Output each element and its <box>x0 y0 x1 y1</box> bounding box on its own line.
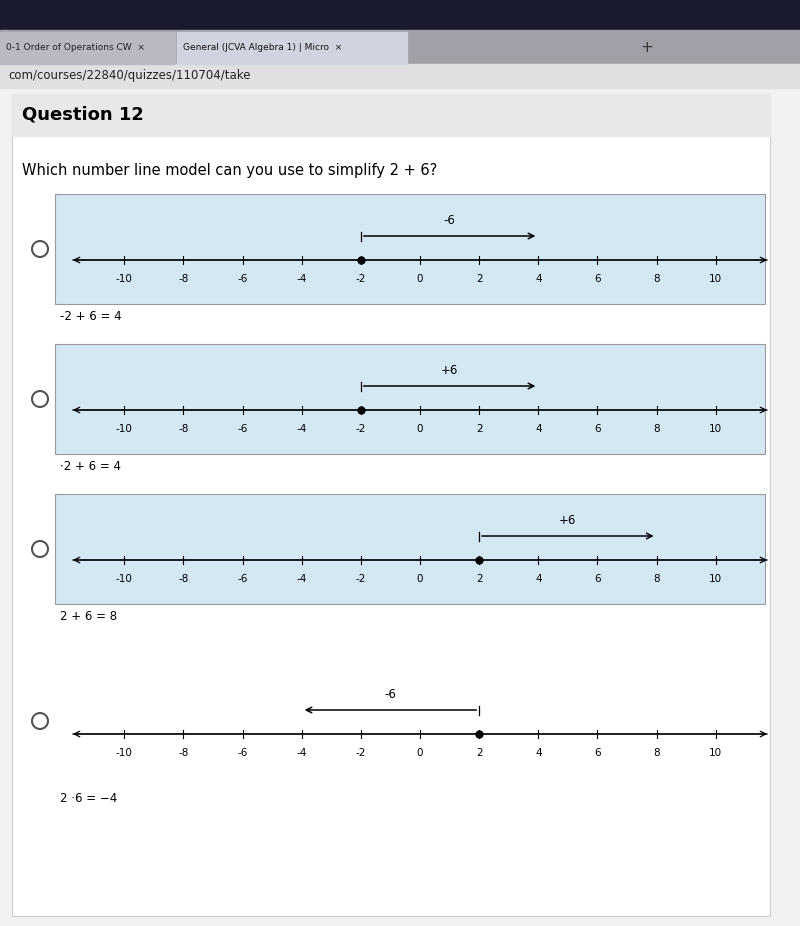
Text: 2: 2 <box>476 574 482 584</box>
Text: 2: 2 <box>476 424 482 434</box>
Text: com/courses/22840/quizzes/110704/take: com/courses/22840/quizzes/110704/take <box>8 69 250 82</box>
Text: 10: 10 <box>709 574 722 584</box>
Text: 0: 0 <box>417 748 423 758</box>
Text: 6: 6 <box>594 574 601 584</box>
Text: +6: +6 <box>441 364 458 377</box>
Bar <box>12 94 770 136</box>
FancyBboxPatch shape <box>55 494 765 604</box>
Text: -6: -6 <box>238 748 248 758</box>
FancyBboxPatch shape <box>177 32 407 64</box>
Text: +: + <box>640 41 653 56</box>
Text: ⋅2 + 6 = 4: ⋅2 + 6 = 4 <box>60 460 121 473</box>
Text: 4: 4 <box>535 424 542 434</box>
Text: -8: -8 <box>178 748 189 758</box>
Text: -4: -4 <box>297 574 307 584</box>
Text: 6: 6 <box>594 748 601 758</box>
Text: -10: -10 <box>116 748 133 758</box>
FancyBboxPatch shape <box>55 344 765 454</box>
Text: 10: 10 <box>709 274 722 284</box>
Text: -10: -10 <box>116 424 133 434</box>
Text: 6: 6 <box>594 424 601 434</box>
Circle shape <box>32 391 48 407</box>
Text: 2 ·6 = −4: 2 ·6 = −4 <box>60 793 118 806</box>
Text: -6: -6 <box>238 274 248 284</box>
Text: -2: -2 <box>356 424 366 434</box>
Text: 8: 8 <box>654 748 660 758</box>
Text: -6: -6 <box>238 424 248 434</box>
Circle shape <box>32 541 48 557</box>
Bar <box>0 0 800 30</box>
Text: Which number line model can you use to simplify 2 + 6?: Which number line model can you use to s… <box>22 162 438 178</box>
Text: -2: -2 <box>356 748 366 758</box>
Text: -2: -2 <box>356 274 366 284</box>
Bar <box>0 30 800 64</box>
Text: -6: -6 <box>238 574 248 584</box>
FancyBboxPatch shape <box>12 94 770 916</box>
Text: 0: 0 <box>417 424 423 434</box>
Text: -8: -8 <box>178 424 189 434</box>
Circle shape <box>32 713 48 729</box>
Text: 6: 6 <box>594 274 601 284</box>
Text: 0: 0 <box>417 574 423 584</box>
Text: 2 + 6 = 8: 2 + 6 = 8 <box>60 610 117 623</box>
Text: -4: -4 <box>297 748 307 758</box>
Text: 2: 2 <box>476 274 482 284</box>
Text: -4: -4 <box>297 274 307 284</box>
Text: 2: 2 <box>476 748 482 758</box>
Circle shape <box>32 241 48 257</box>
Text: 10: 10 <box>709 424 722 434</box>
Text: General (JCVA Algebra 1) | Micro  ×: General (JCVA Algebra 1) | Micro × <box>183 44 342 53</box>
Text: -2 + 6 = 4: -2 + 6 = 4 <box>60 310 122 323</box>
Text: +6: +6 <box>559 514 577 527</box>
Text: -10: -10 <box>116 274 133 284</box>
Text: -6: -6 <box>385 688 396 701</box>
Text: 8: 8 <box>654 274 660 284</box>
Text: 8: 8 <box>654 574 660 584</box>
Bar <box>0 64 800 88</box>
Text: 10: 10 <box>709 748 722 758</box>
FancyBboxPatch shape <box>55 194 765 304</box>
Text: -6: -6 <box>444 214 455 227</box>
FancyBboxPatch shape <box>0 32 175 64</box>
Text: 0: 0 <box>417 274 423 284</box>
Text: 4: 4 <box>535 274 542 284</box>
Text: 4: 4 <box>535 748 542 758</box>
Text: -10: -10 <box>116 574 133 584</box>
Text: -8: -8 <box>178 574 189 584</box>
Text: -4: -4 <box>297 424 307 434</box>
Text: 0-1 Order of Operations CW  ×: 0-1 Order of Operations CW × <box>6 44 145 53</box>
Text: -8: -8 <box>178 274 189 284</box>
Text: Question 12: Question 12 <box>22 106 144 124</box>
Text: -2: -2 <box>356 574 366 584</box>
Text: 8: 8 <box>654 424 660 434</box>
Text: 4: 4 <box>535 574 542 584</box>
